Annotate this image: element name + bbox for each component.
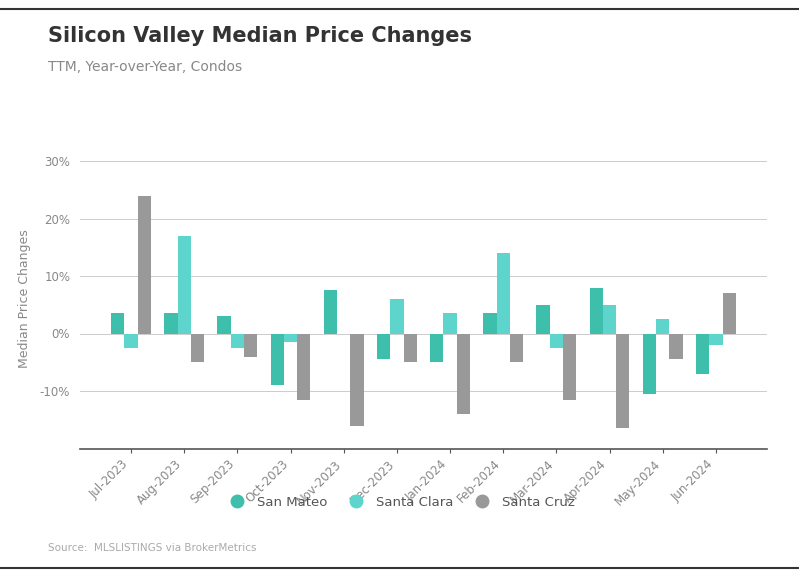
- Text: TTM, Year-over-Year, Condos: TTM, Year-over-Year, Condos: [48, 60, 242, 74]
- Bar: [443, 313, 457, 333]
- Bar: [430, 334, 443, 362]
- Bar: [483, 313, 496, 333]
- Text: Silicon Valley Median Price Changes: Silicon Valley Median Price Changes: [48, 26, 472, 46]
- Bar: [165, 313, 177, 333]
- Bar: [351, 334, 364, 426]
- Bar: [590, 288, 603, 334]
- Bar: [510, 334, 523, 362]
- Bar: [271, 334, 284, 385]
- Bar: [670, 334, 682, 359]
- Bar: [722, 293, 736, 334]
- Text: Source:  MLSLISTINGS via BrokerMetrics: Source: MLSLISTINGS via BrokerMetrics: [48, 543, 256, 553]
- Bar: [377, 334, 390, 359]
- Bar: [603, 305, 616, 333]
- Bar: [125, 334, 137, 348]
- Bar: [696, 334, 710, 374]
- Bar: [177, 236, 191, 334]
- Bar: [550, 334, 563, 348]
- Bar: [457, 334, 470, 414]
- Bar: [642, 334, 656, 394]
- Bar: [191, 334, 205, 362]
- Bar: [297, 334, 311, 400]
- Bar: [616, 334, 630, 428]
- Bar: [217, 316, 231, 333]
- Y-axis label: Median Price Changes: Median Price Changes: [18, 229, 31, 369]
- Legend: San Mateo, Santa Clara, Santa Cruz: San Mateo, Santa Clara, Santa Cruz: [219, 490, 580, 514]
- Bar: [137, 196, 151, 334]
- Bar: [536, 305, 550, 333]
- Bar: [710, 334, 722, 345]
- Bar: [231, 334, 244, 348]
- Bar: [284, 334, 297, 342]
- Bar: [403, 334, 417, 362]
- Bar: [563, 334, 576, 400]
- Bar: [656, 319, 670, 333]
- Bar: [244, 334, 257, 356]
- Bar: [496, 253, 510, 334]
- Bar: [324, 290, 337, 334]
- Bar: [390, 299, 403, 333]
- Bar: [111, 313, 125, 333]
